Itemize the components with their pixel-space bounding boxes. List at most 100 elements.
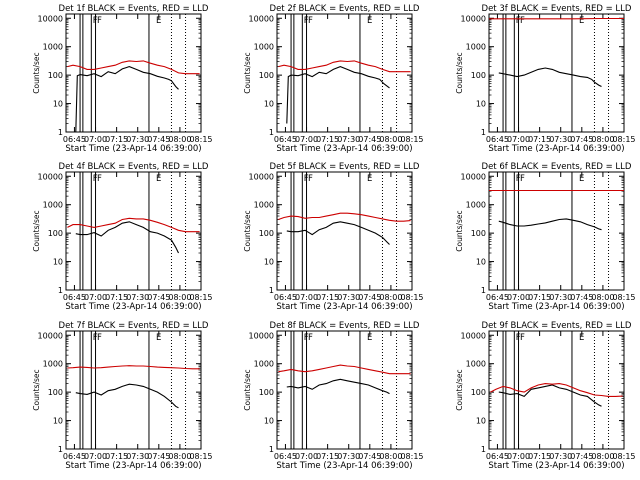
x-tick-label: 07:00 [507,293,530,302]
y-tick-label: 10 [264,417,274,426]
x-tick-label: 07:30 [126,452,149,461]
chart-title: Det 1f BLACK = Events, RED = LLD [59,4,209,14]
x-axis-label: Start Time (23-Apr-14 06:39:00) [276,302,412,312]
x-tick-label: 07:30 [549,452,572,461]
x-tick-label: 08:00 [591,135,614,144]
x-axis-label: Start Time (23-Apr-14 06:39:00) [65,144,201,154]
flag-marker: E [367,174,372,184]
x-tick-label: 06:45 [486,452,509,461]
y-tick-label: 10 [53,100,63,109]
y-tick-label: 10 [476,417,486,426]
x-tick-label: 08:15 [612,293,635,302]
x-tick-label: 07:15 [528,135,551,144]
y-tick-label: 10000 [461,14,486,23]
y-tick-label: 10 [53,417,63,426]
events-series-line [286,221,390,245]
y-tick-label: 1000 [466,201,486,210]
y-tick-label: 1000 [43,201,63,210]
flag-marker: E [367,333,372,343]
x-tick-label: 07:45 [147,452,170,461]
x-tick-label: 07:15 [316,293,339,302]
y-tick-label: 100 [471,388,486,397]
x-axis-label: Start Time (23-Apr-14 06:39:00) [276,144,412,154]
y-tick-label: 1000 [466,360,486,369]
flag-marker: F [304,333,309,343]
flag-marker: F [516,174,521,184]
events-series-line [75,221,179,254]
y-tick-label: 1 [58,128,63,137]
x-tick-label: 07:45 [147,135,170,144]
flag-marker: F [308,16,313,26]
x-tick-label: 07:00 [84,452,107,461]
lld-series-line [278,60,411,73]
y-tick-label: 1 [481,128,486,137]
x-tick-label: 06:45 [63,293,86,302]
lld-series-line [278,364,411,375]
flag-marker: E [579,333,584,343]
x-tick-label: 08:15 [612,452,635,461]
y-tick-label: 10000 [38,14,63,23]
y-tick-label: 1 [481,286,486,295]
y-axis-label: Counts/sec [455,210,464,251]
y-axis-label: Counts/sec [32,210,41,251]
plot-frame [276,13,413,133]
flag-marker: F [308,333,313,343]
chart-panel: Det 1f BLACK = Events, RED = LLD 1 10 100 10… [32,4,213,154]
chart-panel: Det 3f BLACK = Events, RED = LLD 1 10 100 10… [455,4,636,154]
flag-marker: F [93,174,98,184]
chart-title: Det 7f BLACK = Events, RED = LLD [59,321,209,331]
events-series-line [75,66,179,133]
x-axis-label: Start Time (23-Apr-14 06:39:00) [65,461,201,471]
x-tick-label: 07:45 [570,135,593,144]
flag-marker: E [156,174,161,184]
lld-series-line [67,217,200,233]
x-axis-label: Start Time (23-Apr-14 06:39:00) [65,302,201,312]
y-tick-label: 100 [259,229,274,238]
y-tick-label: 10000 [249,172,274,181]
y-tick-label: 10 [53,258,63,267]
y-tick-label: 1 [58,445,63,454]
x-tick-label: 08:15 [189,293,212,302]
y-tick-label: 100 [471,229,486,238]
y-tick-label: 1 [269,286,274,295]
plot-frame [488,13,625,133]
x-tick-label: 06:45 [274,452,297,461]
flag-marker: E [156,16,161,26]
x-tick-label: 08:15 [189,452,212,461]
x-tick-label: 07:15 [105,452,128,461]
plot-frame [276,330,413,450]
x-tick-label: 07:15 [528,452,551,461]
flag-marker: F [97,16,102,26]
x-tick-label: 08:15 [612,135,635,144]
y-tick-label: 100 [471,71,486,80]
x-axis-label: Start Time (23-Apr-14 06:39:00) [488,302,624,312]
x-tick-label: 07:30 [126,293,149,302]
y-tick-label: 100 [48,71,63,80]
x-tick-label: 08:00 [168,452,191,461]
x-tick-label: 07:00 [507,135,530,144]
flag-marker: F [97,333,102,343]
y-tick-label: 100 [48,229,63,238]
flag-marker: F [304,174,309,184]
x-tick-label: 08:00 [168,135,191,144]
x-tick-label: 06:45 [63,452,86,461]
x-tick-label: 08:15 [189,135,212,144]
flag-marker: E [579,16,584,26]
chart-title: Det 8f BLACK = Events, RED = LLD [270,321,420,331]
x-tick-label: 07:45 [570,293,593,302]
plot-frame [488,171,625,291]
y-tick-label: 10000 [461,172,486,181]
y-tick-label: 1000 [43,43,63,52]
x-tick-label: 06:45 [486,135,509,144]
y-axis-label: Counts/sec [243,52,252,93]
x-tick-label: 07:45 [358,293,381,302]
x-tick-label: 07:30 [549,293,572,302]
x-axis-label: Start Time (23-Apr-14 06:39:00) [488,144,624,154]
plot-frame [276,171,413,291]
x-tick-label: 07:00 [295,135,318,144]
flag-marker: F [520,333,525,343]
y-tick-label: 10 [476,258,486,267]
plot-frame [65,13,202,133]
y-tick-label: 10000 [461,331,486,340]
x-tick-label: 08:00 [168,293,191,302]
